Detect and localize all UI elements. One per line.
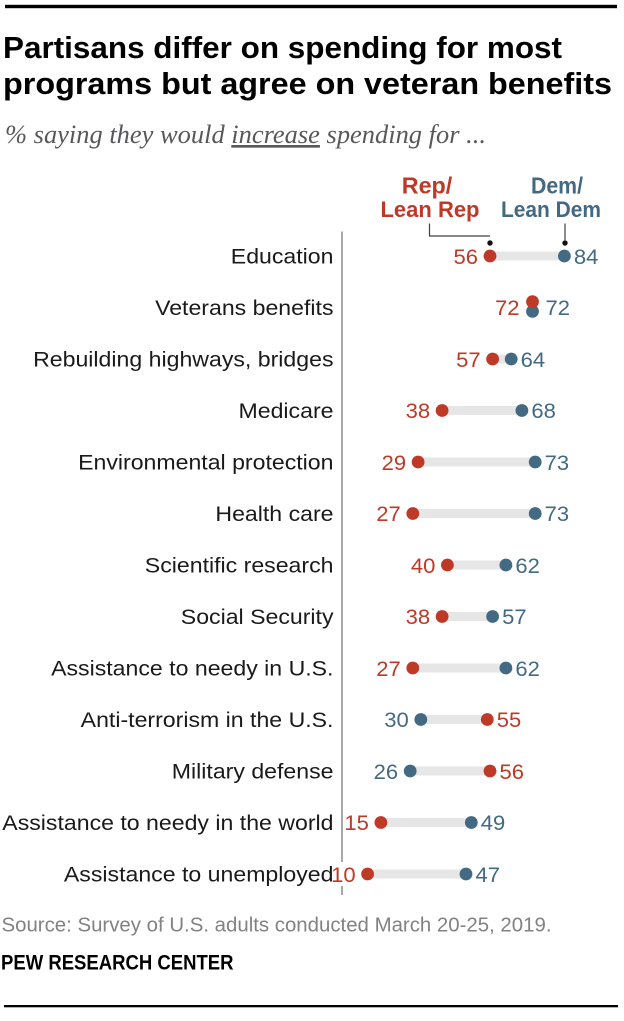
svg-text:Environmental protection: Environmental protection bbox=[78, 451, 333, 474]
svg-text:57: 57 bbox=[456, 348, 481, 372]
svg-text:Lean Dem: Lean Dem bbox=[501, 197, 601, 222]
svg-text:PEW RESEARCH CENTER: PEW RESEARCH CENTER bbox=[1, 952, 234, 975]
svg-text:% saying they would increase s: % saying they would increase spending fo… bbox=[5, 119, 486, 149]
svg-text:27: 27 bbox=[376, 657, 401, 681]
svg-text:27: 27 bbox=[376, 502, 401, 526]
svg-text:30: 30 bbox=[384, 708, 409, 732]
svg-text:Education: Education bbox=[231, 245, 334, 268]
svg-text:55: 55 bbox=[497, 708, 522, 732]
svg-text:Social Security: Social Security bbox=[181, 606, 334, 629]
svg-text:Rep/: Rep/ bbox=[402, 173, 453, 199]
svg-text:10: 10 bbox=[331, 863, 356, 887]
svg-text:Medicare: Medicare bbox=[239, 400, 334, 423]
svg-text:Assistance to needy in U.S.: Assistance to needy in U.S. bbox=[51, 657, 333, 680]
svg-text:49: 49 bbox=[481, 811, 506, 835]
svg-text:programs but agree on veteran: programs but agree on veteran benefits bbox=[3, 66, 612, 101]
svg-text:57: 57 bbox=[502, 605, 526, 629]
svg-text:Health care: Health care bbox=[215, 503, 333, 526]
svg-text:72: 72 bbox=[495, 296, 520, 320]
svg-text:15: 15 bbox=[344, 811, 369, 835]
svg-text:62: 62 bbox=[515, 657, 540, 681]
svg-text:73: 73 bbox=[545, 451, 570, 475]
svg-text:29: 29 bbox=[382, 451, 407, 475]
svg-text:84: 84 bbox=[574, 245, 599, 269]
svg-text:Veterans benefits: Veterans benefits bbox=[155, 297, 333, 320]
svg-text:Anti-terrorism in the U.S.: Anti-terrorism in the U.S. bbox=[81, 709, 334, 732]
svg-text:64: 64 bbox=[521, 348, 546, 372]
svg-text:40: 40 bbox=[411, 554, 436, 578]
svg-text:47: 47 bbox=[476, 863, 501, 887]
svg-text:Dem/: Dem/ bbox=[531, 173, 584, 199]
svg-text:62: 62 bbox=[515, 554, 540, 578]
svg-text:Partisans differ on spending f: Partisans differ on spending for most bbox=[3, 30, 562, 65]
svg-text:Military defense: Military defense bbox=[172, 760, 334, 783]
svg-text:38: 38 bbox=[406, 399, 431, 423]
svg-text:Scientific research: Scientific research bbox=[145, 554, 334, 577]
svg-text:72: 72 bbox=[546, 296, 571, 320]
svg-text:38: 38 bbox=[406, 605, 431, 629]
svg-text:Assistance to unemployed: Assistance to unemployed bbox=[64, 863, 334, 886]
svg-text:Lean Rep: Lean Rep bbox=[381, 197, 480, 222]
svg-text:Assistance to needy in the wor: Assistance to needy in the world bbox=[2, 812, 333, 835]
svg-text:Rebuilding highways, bridges: Rebuilding highways, bridges bbox=[33, 348, 333, 371]
svg-text:68: 68 bbox=[531, 399, 556, 423]
svg-text:26: 26 bbox=[374, 760, 399, 784]
svg-text:Source: Survey of U.S. adults: Source: Survey of U.S. adults conducted … bbox=[2, 914, 552, 936]
svg-text:56: 56 bbox=[500, 760, 525, 784]
svg-text:56: 56 bbox=[454, 245, 479, 269]
svg-text:73: 73 bbox=[545, 502, 570, 526]
